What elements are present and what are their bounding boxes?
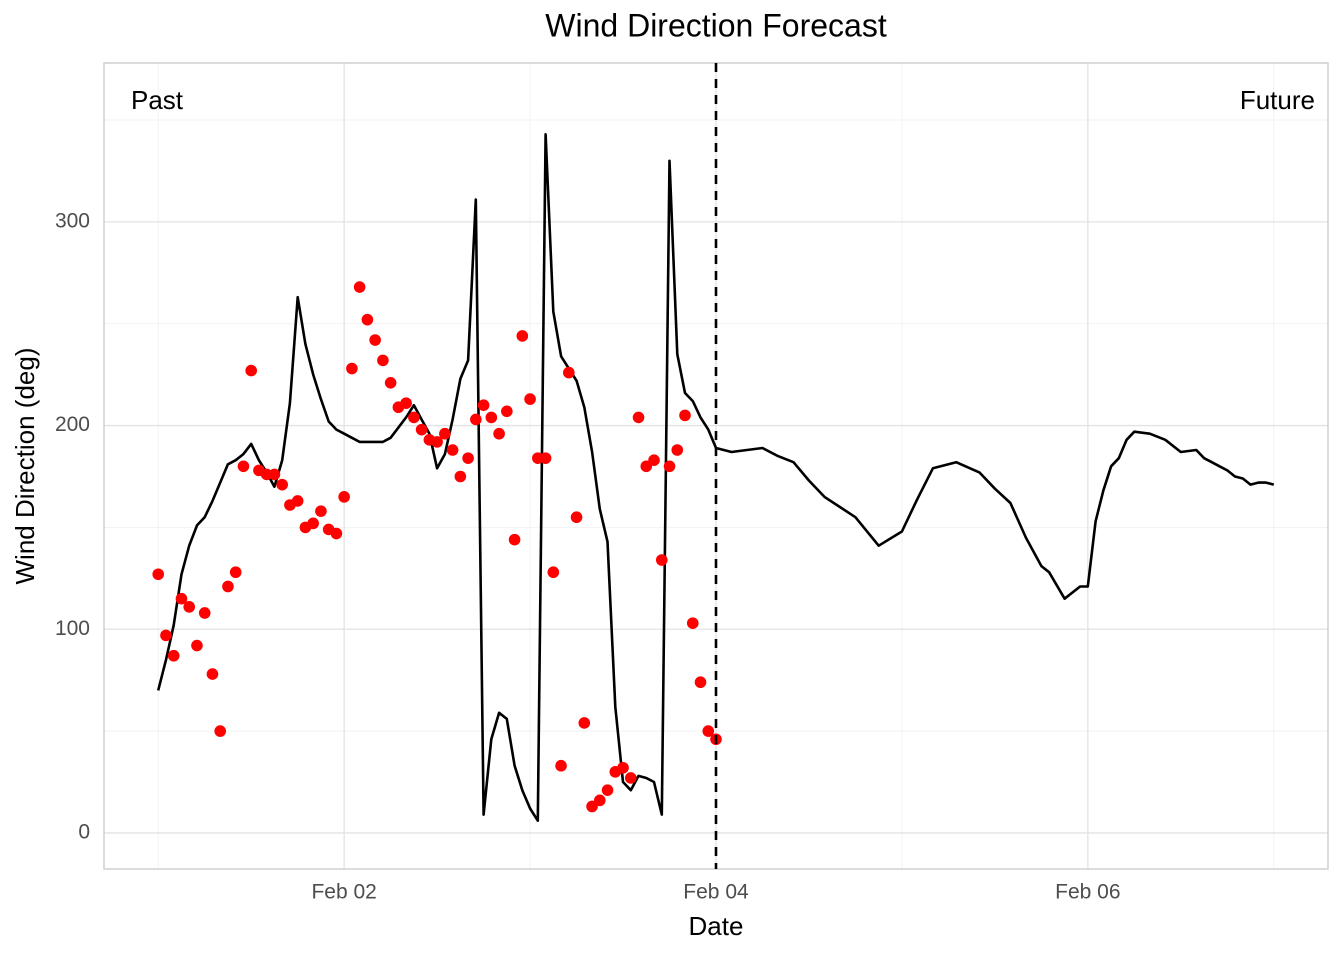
point xyxy=(555,759,567,772)
point xyxy=(524,393,536,405)
y-tick-label: 200 xyxy=(55,413,90,436)
point xyxy=(477,399,490,411)
plot-area: 0 100 200 300 Feb 02 Feb 04 Feb 06 xyxy=(55,62,1329,904)
point xyxy=(353,281,366,293)
point xyxy=(338,491,350,503)
point xyxy=(206,668,219,680)
chart-title: Wind Direction Forecast xyxy=(545,7,887,43)
point xyxy=(648,454,660,466)
point xyxy=(183,601,196,613)
point xyxy=(222,580,234,593)
point xyxy=(617,761,629,774)
point xyxy=(663,460,676,473)
point xyxy=(632,411,645,424)
point xyxy=(307,517,319,530)
point xyxy=(462,452,474,464)
annotation: Past xyxy=(131,85,184,115)
point xyxy=(570,511,583,524)
x-tick-label: Feb 06 xyxy=(1055,881,1120,904)
point xyxy=(516,330,529,342)
point xyxy=(229,566,242,579)
y-tick-label: 300 xyxy=(55,209,90,232)
point xyxy=(601,784,614,796)
y-axis-label: Wind Direction (deg) xyxy=(10,348,40,585)
point xyxy=(679,409,691,422)
point xyxy=(315,505,327,517)
x-tick-label: Feb 04 xyxy=(683,881,749,904)
point xyxy=(454,470,467,483)
point xyxy=(702,725,715,737)
point xyxy=(586,800,598,813)
point xyxy=(369,334,381,346)
point xyxy=(175,592,188,605)
point xyxy=(245,364,257,377)
x-axis-label: Date xyxy=(689,911,744,941)
point xyxy=(268,468,281,481)
point xyxy=(686,617,699,629)
line xyxy=(156,133,1275,823)
point xyxy=(291,495,304,507)
point xyxy=(384,376,397,389)
point xyxy=(446,444,459,456)
x-tick-label: Feb 02 xyxy=(311,881,376,904)
point xyxy=(539,452,552,464)
point xyxy=(439,427,451,440)
point xyxy=(470,413,482,426)
annotation: Future xyxy=(1240,85,1315,115)
point xyxy=(160,629,172,642)
point xyxy=(400,397,412,409)
point xyxy=(547,566,560,579)
point xyxy=(330,527,343,540)
point xyxy=(152,568,165,581)
point xyxy=(671,444,684,456)
y-tick-label: 100 xyxy=(55,617,90,640)
point xyxy=(485,411,498,424)
point xyxy=(198,607,211,619)
point xyxy=(501,405,513,418)
point xyxy=(214,725,227,737)
point xyxy=(655,554,668,566)
point xyxy=(578,717,591,729)
point xyxy=(237,460,250,473)
point xyxy=(508,533,521,546)
y-tick-label: 0 xyxy=(78,820,90,843)
point xyxy=(593,794,606,807)
point xyxy=(415,423,428,436)
point xyxy=(640,460,653,473)
point xyxy=(167,649,180,662)
point xyxy=(563,366,575,379)
point xyxy=(191,639,203,652)
point xyxy=(361,313,374,326)
point xyxy=(431,436,443,448)
point xyxy=(624,772,637,784)
point xyxy=(377,354,389,367)
point xyxy=(276,478,288,491)
point xyxy=(408,411,420,424)
point xyxy=(346,362,358,375)
point xyxy=(694,676,707,689)
point xyxy=(493,427,505,440)
